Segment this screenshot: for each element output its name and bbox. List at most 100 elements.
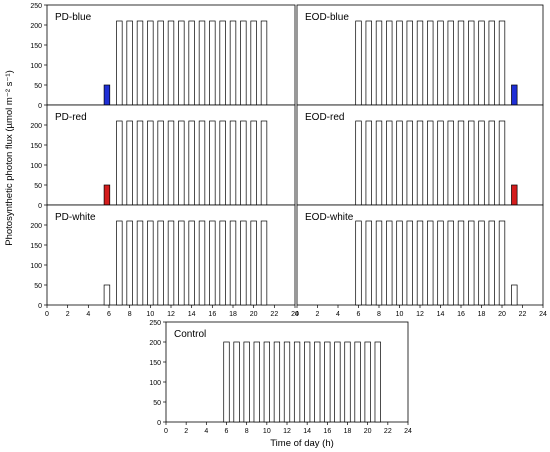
- bar: [354, 341, 361, 423]
- x-tick-label: 12: [283, 428, 291, 435]
- bar: [511, 184, 518, 206]
- bar: [178, 20, 185, 106]
- bar: [103, 184, 111, 206]
- x-tick-label: 20: [364, 428, 372, 435]
- bar: [167, 120, 175, 206]
- bar: [198, 20, 206, 106]
- bar: [478, 20, 485, 106]
- bar: [147, 20, 154, 106]
- bar: [457, 220, 465, 306]
- bar: [103, 84, 111, 106]
- x-tick-label: 10: [396, 311, 404, 318]
- bar: [468, 20, 475, 106]
- y-tick-label: 150: [30, 243, 42, 250]
- x-tick-label: 14: [188, 311, 196, 318]
- x-tick-label: 14: [437, 311, 445, 318]
- y-tick-label: 0: [38, 103, 42, 110]
- panel-1: EOD-blue: [296, 4, 544, 106]
- x-tick-label: 8: [377, 311, 381, 318]
- bar: [240, 120, 247, 206]
- panel-title: EOD-blue: [305, 12, 349, 23]
- x-tick-label: 2: [316, 311, 320, 318]
- x-tick-label: 2: [66, 311, 70, 318]
- bar: [365, 120, 372, 206]
- bar: [344, 341, 351, 423]
- x-axis-label: Time of day (h): [270, 438, 334, 449]
- x-tick-label: 20: [250, 311, 258, 318]
- bar: [219, 120, 226, 206]
- y-tick-label: 50: [34, 83, 42, 90]
- bar: [498, 120, 506, 206]
- x-tick-label: 24: [404, 428, 412, 435]
- bar: [147, 120, 154, 206]
- bar: [511, 84, 518, 106]
- y-axis-label: Photosynthetic photon flux (µmol m⁻² s⁻¹…: [4, 70, 15, 245]
- bar: [457, 20, 465, 106]
- bar: [406, 120, 413, 206]
- x-tick-label: 4: [204, 428, 208, 435]
- x-tick-label: 0: [164, 428, 168, 435]
- panel-0: 0 50 100 150 200 250 PD-blue: [30, 3, 296, 110]
- bar: [427, 220, 434, 306]
- bar: [243, 341, 250, 423]
- bar: [478, 220, 485, 306]
- bar: [375, 120, 383, 206]
- x-tick-label: 16: [323, 428, 331, 435]
- y-tick-label: 100: [30, 163, 42, 170]
- bar: [229, 220, 237, 306]
- y-tick-label: 150: [30, 43, 42, 50]
- bar: [375, 220, 383, 306]
- bar: [365, 220, 372, 306]
- bar: [250, 220, 257, 306]
- bar: [416, 20, 424, 106]
- bar: [396, 120, 403, 206]
- x-tick-label: 10: [263, 428, 271, 435]
- bar: [355, 120, 362, 206]
- bar: [223, 341, 230, 423]
- bar: [250, 120, 257, 206]
- y-tick-label: 0: [157, 420, 161, 427]
- bar: [116, 120, 123, 206]
- bar: [157, 220, 164, 306]
- bar: [198, 220, 206, 306]
- bar: [240, 20, 247, 106]
- y-tick-label: 250: [149, 320, 161, 327]
- bar: [116, 220, 123, 306]
- bar: [488, 20, 495, 106]
- x-tick-label: 0: [295, 311, 299, 318]
- bar: [427, 120, 434, 206]
- y-tick-label: 200: [30, 123, 42, 130]
- bar: [427, 20, 434, 106]
- bar: [374, 341, 381, 423]
- x-tick-label: 8: [128, 311, 132, 318]
- y-tick-label: 50: [153, 400, 161, 407]
- bar: [314, 341, 321, 423]
- bar: [447, 20, 454, 106]
- bar: [147, 220, 154, 306]
- bar: [468, 220, 475, 306]
- x-tick-label: 2: [184, 428, 188, 435]
- bar: [136, 120, 144, 206]
- bar: [233, 341, 240, 423]
- x-tick-label: 6: [225, 428, 229, 435]
- bar: [188, 20, 195, 106]
- bar: [406, 220, 413, 306]
- bar: [260, 220, 268, 306]
- bar: [416, 120, 424, 206]
- bar: [126, 120, 133, 206]
- bar: [396, 220, 403, 306]
- y-tick-label: 200: [30, 223, 42, 230]
- bar: [178, 120, 185, 206]
- y-tick-label: 0: [38, 203, 42, 210]
- x-tick-label: 16: [208, 311, 216, 318]
- bar: [253, 341, 260, 423]
- bar: [304, 341, 311, 423]
- bar: [355, 220, 362, 306]
- x-tick-label: 6: [357, 311, 361, 318]
- x-tick-label: 18: [478, 311, 486, 318]
- x-tick-label: 12: [167, 311, 175, 318]
- bar: [273, 341, 281, 423]
